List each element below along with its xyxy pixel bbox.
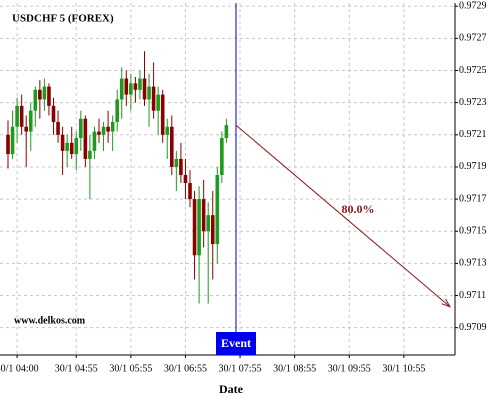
x-tick-label: 30/1 07:55 — [219, 363, 262, 374]
y-tick-label: 0.9723 — [459, 97, 487, 108]
candle-body — [24, 126, 28, 132]
candle-body — [147, 86, 151, 100]
candle-body — [28, 110, 33, 132]
candle-body — [215, 174, 220, 245]
y-tick-label: 0.9709 — [459, 322, 487, 333]
y-tick-label: 0.9719 — [459, 161, 487, 172]
x-tick-label: 30/1 05:55 — [109, 363, 152, 374]
candle-body — [133, 83, 138, 90]
candle-body — [174, 158, 179, 167]
x-tick-label: 30/1 09:55 — [328, 363, 371, 374]
candle-body — [69, 142, 74, 155]
candle-body — [151, 86, 156, 111]
candle-body — [83, 118, 88, 159]
candle-body — [51, 105, 56, 122]
candle-body — [210, 215, 215, 245]
candle-body — [188, 183, 192, 200]
candle-body — [42, 86, 47, 100]
candle-body — [156, 94, 160, 111]
y-tick-label: 0.9729 — [459, 1, 487, 12]
arrow-head — [441, 298, 452, 308]
candle-body — [220, 138, 224, 175]
candle-body — [138, 78, 142, 90]
candle-body — [101, 126, 106, 135]
candle-body — [115, 99, 119, 122]
candle-body — [201, 199, 206, 232]
x-tick-label: 30/1 10:55 — [382, 363, 425, 374]
x-tick-label: 30/1 08:55 — [273, 363, 316, 374]
candle-body — [179, 158, 183, 175]
event-label: Event — [221, 336, 251, 350]
candle-body — [192, 199, 197, 256]
candle-body — [88, 150, 92, 159]
candle-body — [129, 83, 133, 95]
chart-title: USDCHF 5 (FOREX) — [12, 13, 114, 25]
y-tick-label: 0.9717 — [459, 193, 487, 204]
candle-body — [6, 134, 10, 155]
candle-body — [92, 131, 97, 151]
y-tick-label: 0.9725 — [459, 65, 487, 76]
x-axis-label: Date — [219, 382, 244, 396]
grid — [0, 3, 455, 355]
candle-body — [38, 89, 42, 100]
forecast-arrow — [235, 124, 451, 308]
candle-body — [60, 134, 65, 151]
candle-body — [106, 126, 110, 132]
candle-body — [142, 78, 147, 100]
candle-body — [15, 105, 19, 127]
watermark: www.delkos.com — [14, 315, 86, 326]
y-tick-label: 0.9721 — [459, 129, 487, 140]
candle-body — [65, 142, 69, 151]
candle-body — [47, 86, 51, 106]
y-tick-label: 0.9713 — [459, 258, 487, 269]
candle-body — [74, 138, 79, 155]
candle-body — [97, 131, 101, 135]
y-tick-label: 0.9727 — [459, 33, 487, 44]
candle-body — [56, 121, 60, 135]
candle-body — [170, 126, 174, 167]
event-box — [216, 332, 256, 355]
x-tick-label: 30/1 04:00 — [0, 363, 39, 374]
candle-body — [224, 125, 229, 139]
candle-body — [197, 199, 201, 256]
candle-body — [33, 89, 38, 111]
candle-body — [124, 78, 129, 95]
candle-body — [79, 118, 83, 139]
candle-body — [160, 94, 165, 135]
x-tick-label: 30/1 06:55 — [164, 363, 207, 374]
y-tick-label: 0.9715 — [459, 226, 487, 237]
candle-body — [10, 126, 15, 155]
candle-body — [206, 215, 210, 232]
candle-body — [110, 121, 115, 132]
candle-body — [19, 105, 24, 127]
marks — [6, 51, 229, 304]
forecast-label: 80.0% — [342, 202, 375, 216]
x-tick-label: 30/1 04:55 — [55, 363, 98, 374]
y-tick-label: 0.9711 — [459, 290, 486, 301]
candle-body — [119, 78, 124, 100]
candle-body — [183, 174, 188, 184]
candle-body — [165, 126, 170, 135]
